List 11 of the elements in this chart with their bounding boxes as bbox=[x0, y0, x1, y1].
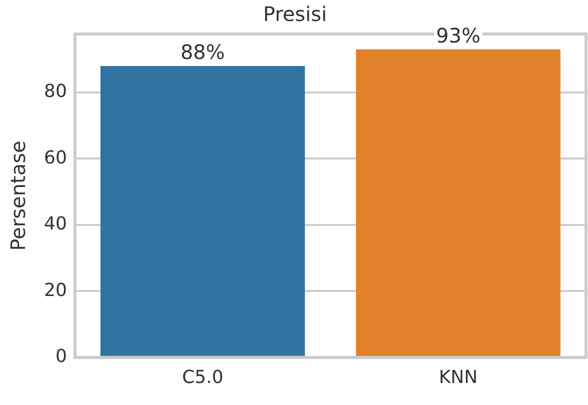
chart-title: Presisi bbox=[263, 2, 327, 26]
x-tick-label: KNN bbox=[438, 366, 478, 388]
data-label: 88% bbox=[180, 40, 225, 64]
y-tick-label: 80 bbox=[44, 81, 67, 102]
x-tick-label: C5.0 bbox=[182, 366, 224, 388]
y-tick-label: 0 bbox=[55, 346, 67, 368]
data-label: 93% bbox=[436, 24, 480, 48]
y-tick-label: 60 bbox=[44, 147, 67, 168]
y-tick-label: 20 bbox=[44, 280, 67, 301]
y-axis-title: Persentase bbox=[6, 140, 30, 251]
y-tick-label: 40 bbox=[44, 214, 67, 235]
